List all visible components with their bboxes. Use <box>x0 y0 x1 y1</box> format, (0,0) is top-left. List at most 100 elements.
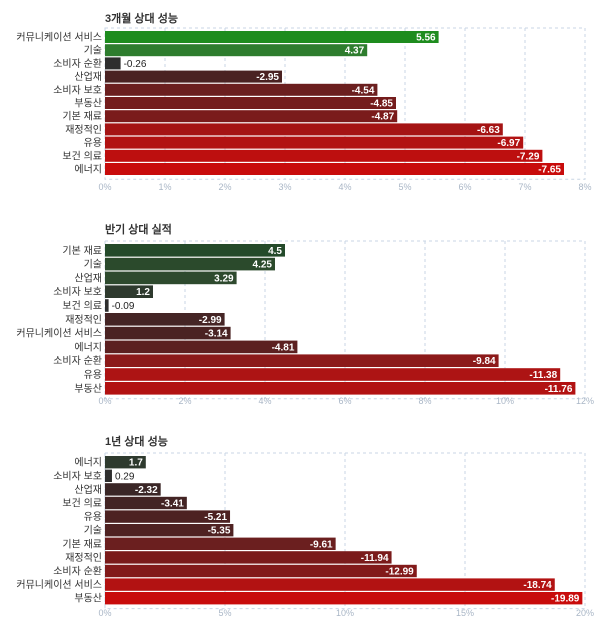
bar <box>105 31 439 43</box>
bar <box>105 57 121 70</box>
category-label: 재정적인 <box>65 314 102 326</box>
value-label: -4.85 <box>370 99 393 110</box>
value-label: -9.84 <box>473 356 496 367</box>
category-label: 소비자 보호 <box>53 84 102 96</box>
value-label: -2.95 <box>256 72 279 83</box>
bar <box>105 456 146 469</box>
value-label: -11.38 <box>529 370 557 381</box>
x-tick-label: 4% <box>338 182 351 192</box>
bar <box>105 326 231 340</box>
category-label: 유용 <box>84 369 102 381</box>
x-tick-label: 5% <box>398 182 411 192</box>
bar <box>105 163 564 175</box>
x-tick-label: 6% <box>338 396 351 406</box>
value-label: 4.37 <box>345 46 365 57</box>
value-label: 1.2 <box>136 287 150 298</box>
category-label: 기술 <box>84 45 102 57</box>
chart-title: 1년 상대 성능 <box>105 434 168 448</box>
value-label: -11.94 <box>361 553 389 564</box>
bar <box>105 44 368 57</box>
x-tick-label: 0% <box>98 182 111 192</box>
category-label: 에너지 <box>74 164 102 176</box>
bar <box>105 592 583 605</box>
category-label: 기본 재료 <box>62 111 102 123</box>
category-label: 보건 의료 <box>62 150 102 162</box>
bar <box>105 496 187 510</box>
value-label: 4.5 <box>268 246 282 257</box>
category-label: 에너지 <box>74 457 102 469</box>
category-label: 기본 재료 <box>62 245 102 257</box>
category-label: 산업재 <box>74 271 102 284</box>
value-label: 4.25 <box>253 260 273 271</box>
category-label: 보건 의료 <box>62 498 102 510</box>
value-label: -7.65 <box>538 165 561 176</box>
bar <box>105 382 576 395</box>
value-label: -2.32 <box>135 485 158 496</box>
x-tick-label: 0% <box>98 396 111 406</box>
category-label: 커뮤니케이션 서비스 <box>16 32 102 44</box>
value-label: -3.14 <box>205 329 228 340</box>
bar <box>105 97 396 109</box>
chart-title: 3개월 상대 성능 <box>105 11 178 25</box>
value-label: -4.54 <box>352 85 375 96</box>
bar <box>105 483 161 496</box>
x-tick-label: 1% <box>158 182 171 192</box>
x-tick-label: 20% <box>576 608 594 618</box>
x-tick-label: 15% <box>456 608 474 618</box>
x-tick-label: 12% <box>576 396 594 406</box>
bar <box>105 123 503 136</box>
bar <box>105 537 336 550</box>
category-label: 기술 <box>84 525 102 537</box>
value-label: -3.41 <box>161 499 184 510</box>
value-label: -2.99 <box>199 315 222 326</box>
category-label: 소비자 순환 <box>53 566 102 578</box>
value-label: -7.29 <box>517 151 540 162</box>
bar <box>105 70 282 83</box>
value-label: -4.87 <box>371 112 394 123</box>
bar <box>105 257 275 271</box>
value-label: -11.76 <box>545 384 573 395</box>
category-label: 소비자 보호 <box>53 470 102 482</box>
x-tick-label: 7% <box>518 182 531 192</box>
category-label: 산업재 <box>74 483 102 496</box>
bar <box>105 551 392 564</box>
category-label: 보건 의료 <box>62 300 102 312</box>
category-label: 부동산 <box>74 593 102 605</box>
x-tick-label: 4% <box>258 396 271 406</box>
category-label: 소비자 보호 <box>53 286 102 298</box>
bar <box>105 564 417 578</box>
bar <box>105 271 237 285</box>
bar <box>105 354 499 367</box>
x-tick-label: 3% <box>278 182 291 192</box>
bar <box>105 110 398 123</box>
bar <box>105 368 561 381</box>
value-label: -5.21 <box>204 512 227 523</box>
x-tick-label: 2% <box>178 396 191 406</box>
bar <box>105 524 234 537</box>
value-label: -6.63 <box>477 125 500 136</box>
value-label: -9.61 <box>310 539 333 550</box>
x-tick-label: 0% <box>98 608 111 618</box>
x-tick-label: 10% <box>496 396 514 406</box>
category-label: 유용 <box>84 511 102 523</box>
x-tick-label: 8% <box>578 182 591 192</box>
value-label: -12.99 <box>385 567 414 578</box>
value-label: 5.56 <box>416 33 436 44</box>
category-label: 기본 재료 <box>62 538 102 550</box>
value-label: -6.97 <box>497 138 520 149</box>
x-tick-label: 8% <box>418 396 431 406</box>
value-label: -0.26 <box>124 59 147 70</box>
x-tick-label: 6% <box>458 182 471 192</box>
category-label: 소비자 순환 <box>53 355 102 367</box>
value-label: 0.29 <box>115 471 135 482</box>
bar <box>105 299 109 312</box>
value-label: -18.74 <box>523 580 552 591</box>
category-label: 소비자 순환 <box>53 58 102 70</box>
chart-title: 반기 상대 실적 <box>105 222 172 236</box>
bar <box>105 313 225 326</box>
category-label: 산업재 <box>74 70 102 83</box>
category-label: 에너지 <box>74 341 102 353</box>
value-label: 3.29 <box>214 273 234 284</box>
value-label: -4.81 <box>272 342 295 353</box>
